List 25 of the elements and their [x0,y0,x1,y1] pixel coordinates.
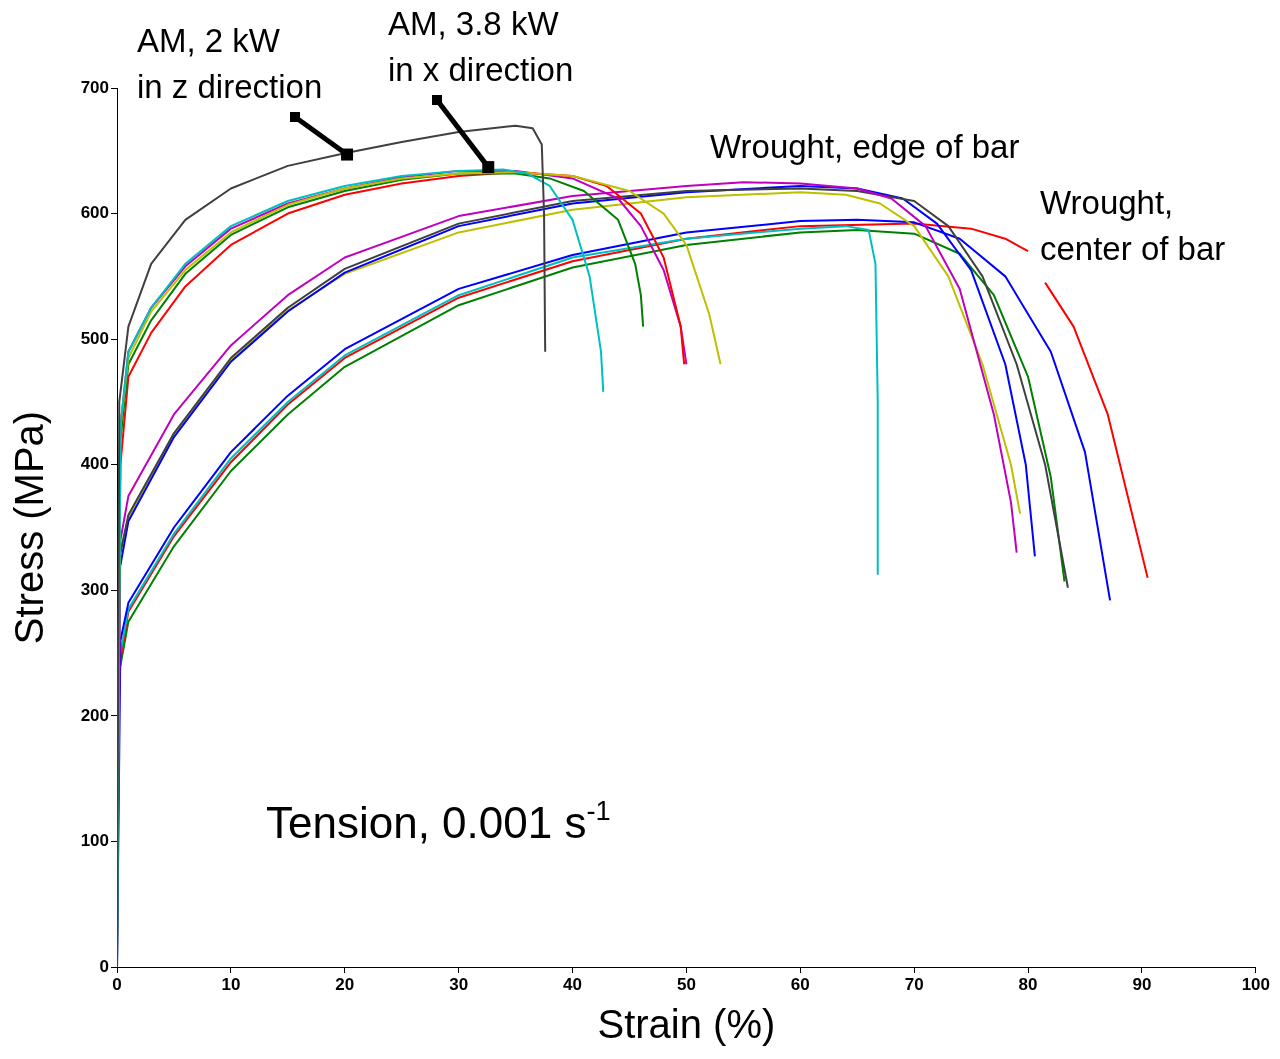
annotation: Wrought, edge of bar [710,128,1020,165]
x-tick-label: 70 [904,974,924,994]
y-tick-label: 100 [80,831,109,851]
y-tick-label: 200 [80,705,109,725]
x-axis-title: Strain (%) [597,1002,776,1047]
x-tick-label: 90 [1132,974,1152,994]
y-tick-label: 600 [80,203,109,223]
y-axis-title: Stress (MPa) [7,410,52,645]
x-tick-label: 100 [1241,974,1271,994]
annotation: AM, 2 kW in z direction [137,22,323,105]
y-tick-label: 500 [80,328,109,348]
y-tick-label: 700 [80,77,109,97]
x-tick-label: 10 [221,974,241,994]
annotation: Wrought, center of bar [1040,184,1226,267]
x-tick-label: 20 [335,974,355,994]
x-tick-label: 0 [112,974,122,994]
x-tick-label: 40 [563,974,582,994]
annotation: AM, 3.8 kW in x direction [388,5,574,88]
x-tick-label: 60 [790,974,810,994]
x-tick-label: 50 [676,974,696,994]
y-tick-label: 400 [80,454,109,474]
x-tick-label: 30 [449,974,469,994]
x-tick-label: 80 [1018,974,1038,994]
y-tick-label: 300 [80,579,109,599]
y-tick-label: 0 [99,956,109,976]
